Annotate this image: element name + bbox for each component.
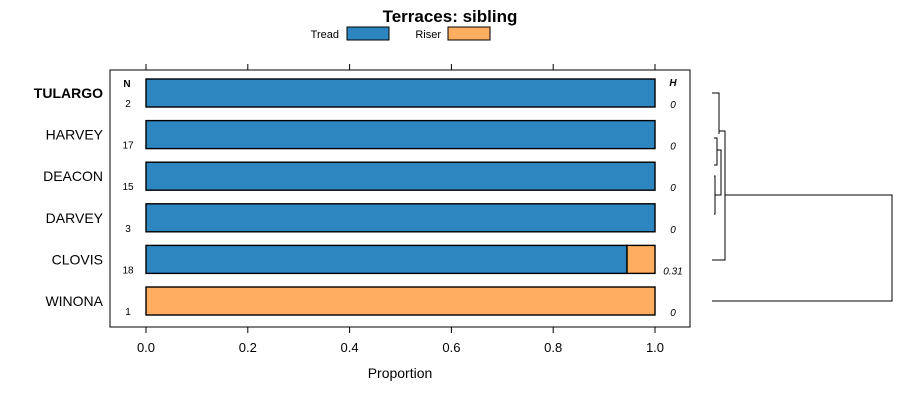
bar-segment-tread [145,161,656,191]
h-value: 0 [670,100,676,111]
chart-title: Terraces: sibling [383,7,518,26]
dendrogram-branch [714,137,718,166]
legend-label-tread: Tread [311,29,339,41]
legend: Tread Riser [311,26,491,41]
dendrogram-branch [712,92,720,134]
category-label: CLOVIS [52,251,103,267]
category-label: TULARGO [34,85,103,101]
n-column-header: N [123,79,130,90]
bar-segment-tread [145,203,656,233]
h-value: 0.31 [663,266,682,277]
bar-segment-tread [145,78,656,108]
dendrogram-branch [715,149,722,196]
h-value: 0 [670,225,676,236]
category-label: DEACON [43,168,103,184]
h-column-header: H [669,78,677,89]
category-label: DARVEY [46,210,104,226]
legend-label-riser: Riser [415,29,441,41]
h-value: 0 [670,142,676,153]
dendrogram-branch [712,194,893,302]
h-value: 0 [670,183,676,194]
n-value: 1 [125,307,131,318]
bar-segment-tread [145,244,628,275]
x-axis-label: Proportion [368,365,433,381]
n-value: 17 [122,141,134,152]
dendrogram-branch [714,175,716,215]
bar-segment-riser [626,244,656,275]
n-value: 2 [125,99,131,110]
x-tick-label: 0.8 [544,340,562,355]
n-value: 18 [122,265,134,276]
x-tick-label: 0.0 [137,340,155,355]
plot-frame [109,69,691,328]
chart-marks: 0.0 0.2 0.4 0.6 0.8 1.0 TULARGO 2 0 HARVEY 17 0 DEAC… [34,64,683,355]
dendrogram [712,92,893,302]
h-value: 0 [670,308,676,319]
n-value: 15 [122,182,134,193]
x-tick-label: 0.4 [341,340,359,355]
legend-swatch-riser [447,26,491,41]
legend-swatch-tread [346,26,390,41]
x-tick-label: 1.0 [646,340,664,355]
category-label: HARVEY [46,127,104,143]
x-tick-label: 0.2 [239,340,257,355]
n-value: 3 [125,224,131,235]
x-tick-label: 0.6 [442,340,460,355]
bar-segment-tread [145,119,656,150]
bar-segment-riser [145,286,656,316]
category-label: WINONA [45,293,103,309]
